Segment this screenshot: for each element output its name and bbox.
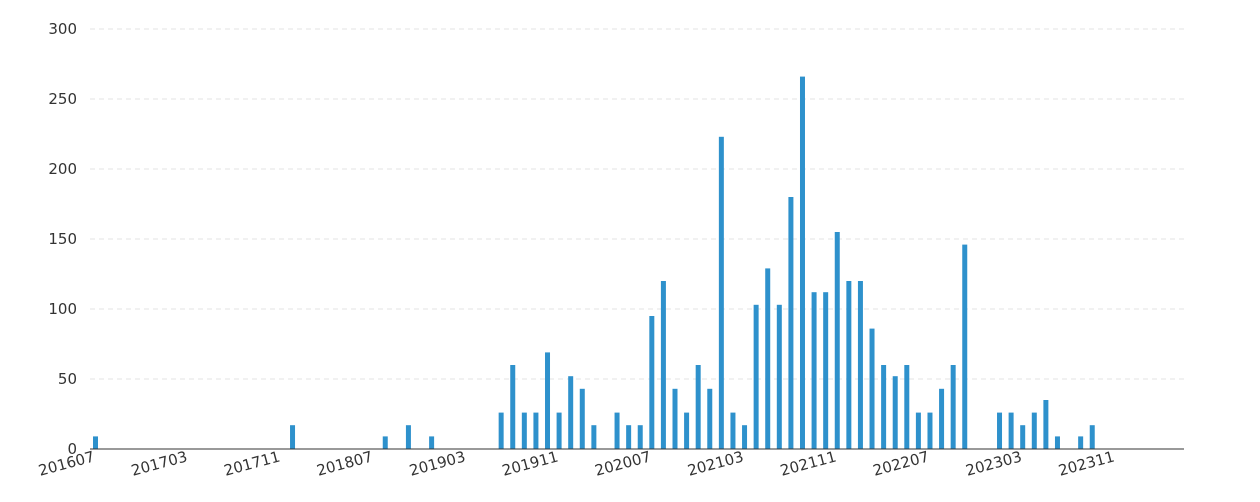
bar-202111	[834, 232, 840, 449]
bar-201907	[510, 365, 516, 449]
bar-202011	[695, 365, 701, 449]
x-tick-label: 202103	[686, 447, 746, 479]
y-tick-label: 100	[48, 300, 77, 318]
bar-202205	[904, 365, 910, 449]
bar-201910	[545, 352, 551, 449]
bar-202005	[626, 425, 632, 449]
bar-202306	[1054, 436, 1060, 449]
bar-202104	[753, 304, 759, 449]
bar-202110	[823, 292, 829, 449]
bar-201909	[533, 412, 539, 449]
bar-201712	[290, 425, 296, 449]
y-tick-label: 50	[58, 370, 77, 388]
bar-202201	[857, 281, 863, 449]
x-tick-label: 202311	[1056, 447, 1116, 479]
bar-201912	[568, 376, 574, 449]
x-tick-label: 202111	[778, 447, 838, 479]
x-tick-label: 201807	[315, 447, 375, 479]
x-tick-label: 202007	[593, 447, 653, 479]
bar-202102	[730, 412, 736, 449]
bar-202203	[881, 365, 887, 449]
x-tick-label: 201903	[407, 447, 467, 479]
bar-202002	[591, 425, 597, 449]
bars	[93, 76, 1095, 450]
grid-lines	[90, 28, 1184, 380]
bar-201810	[405, 425, 411, 449]
bar-202006	[637, 425, 643, 449]
bar-202303	[1020, 425, 1026, 449]
x-tick-label: 201711	[222, 447, 282, 479]
bar-202210	[962, 244, 968, 449]
bar-202105	[765, 268, 771, 449]
bar-202101	[718, 136, 724, 450]
bar-202304	[1031, 412, 1037, 449]
x-axis-tick-labels: 201607 201703 201711 201807 201903 201911 2020…	[37, 447, 1117, 479]
bar-202004	[614, 412, 620, 449]
bar-202208	[939, 388, 945, 449]
bar-202308	[1078, 436, 1084, 449]
y-tick-label: 200	[48, 160, 77, 178]
bar-202202	[869, 328, 875, 449]
bar-202209	[950, 365, 956, 449]
bar-202106	[776, 304, 782, 449]
bar-202204	[892, 376, 898, 449]
x-tick-label: 202303	[964, 447, 1024, 479]
bar-202103	[742, 425, 748, 449]
y-tick-label: 300	[48, 20, 77, 38]
x-tick-label: 201911	[500, 447, 560, 479]
x-tick-label: 202207	[871, 447, 931, 479]
bar-202112	[846, 281, 852, 449]
bar-202010	[684, 412, 690, 449]
y-tick-label: 250	[48, 90, 77, 108]
bar-202009	[672, 388, 678, 449]
bar-202012	[707, 388, 713, 449]
bar-202109	[811, 292, 817, 449]
bar-201607	[93, 436, 98, 449]
x-tick-label: 201703	[129, 447, 189, 479]
bar-202206	[915, 412, 921, 449]
bar-202309	[1089, 425, 1095, 449]
y-axis-tick-labels: 0 50 100 150 200 250 300	[48, 20, 77, 458]
y-tick-label: 150	[48, 230, 77, 248]
bar-201911	[556, 412, 562, 449]
bar-201908	[521, 412, 527, 449]
bar-202302	[1008, 412, 1014, 449]
bar-202008	[660, 281, 666, 449]
bar-202107	[788, 197, 794, 449]
bar-202007	[649, 316, 655, 449]
bar-202001	[579, 388, 585, 449]
bar-202301	[997, 412, 1003, 449]
y-tick-label: 0	[67, 440, 77, 458]
bar-202305	[1043, 400, 1049, 449]
bar-201906	[498, 412, 504, 449]
bar-201812	[429, 436, 435, 449]
bar-202207	[927, 412, 933, 449]
bar-201808	[382, 436, 388, 449]
bar-202108	[799, 76, 805, 449]
